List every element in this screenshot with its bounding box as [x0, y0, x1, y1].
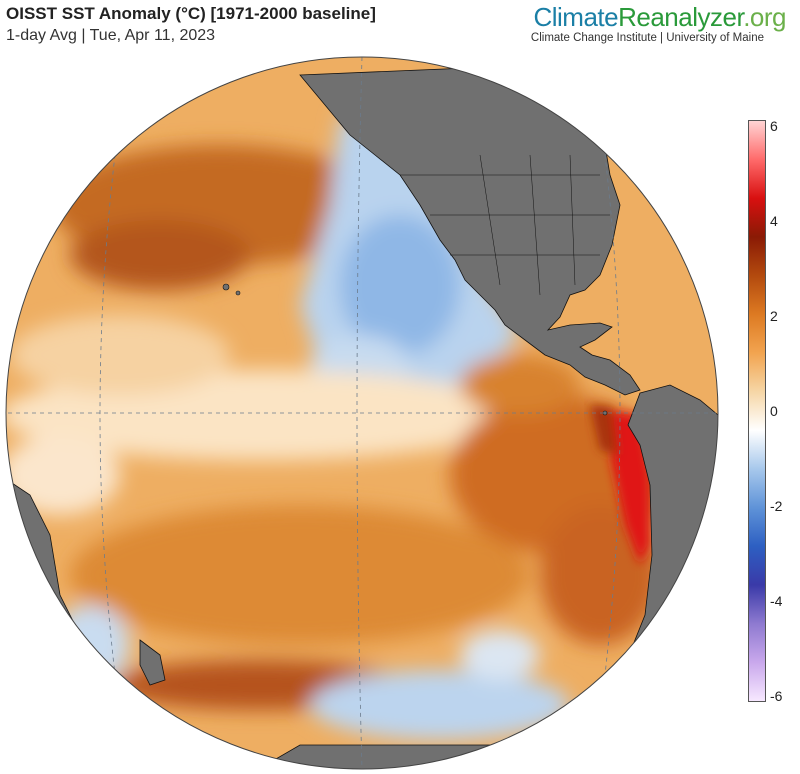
island-hawaii-2: [235, 290, 241, 296]
colorbar-tick: 0: [770, 403, 778, 419]
land-north-america: [299, 64, 641, 396]
map-subtitle: 1-day Avg | Tue, Apr 11, 2023: [6, 27, 216, 44]
brand-logo[interactable]: ClimateReanalyzer.org: [533, 2, 786, 33]
map-title: OISST SST Anomaly (°C) [1971-2000 baseli…: [6, 4, 376, 23]
colorbar-tick: -6: [770, 688, 783, 704]
land-antarctica: [248, 744, 621, 769]
land-new-zealand: [139, 639, 166, 686]
brand-part-2: Reanalyzer: [618, 2, 744, 32]
state-borders: [400, 154, 610, 296]
brand-subtitle: Climate Change Institute | University of…: [530, 32, 764, 44]
colorbar: [748, 120, 766, 702]
graticule: [6, 57, 718, 769]
sst-globe-map: [5, 56, 719, 770]
colorbar-tick: 6: [770, 118, 778, 134]
brand-part-1: Climate: [533, 2, 619, 32]
brand-part-3: .org: [743, 2, 786, 32]
colorbar-tick: -4: [770, 593, 783, 609]
coastal-hotspot: [590, 405, 650, 565]
island-hawaii: [222, 283, 230, 291]
colorbar-tick: 4: [770, 213, 778, 229]
globe-outline: [5, 56, 719, 770]
anomaly-field: [6, 115, 670, 740]
colorbar-tick: 2: [770, 308, 778, 324]
colorbar-tick: -2: [770, 498, 783, 514]
